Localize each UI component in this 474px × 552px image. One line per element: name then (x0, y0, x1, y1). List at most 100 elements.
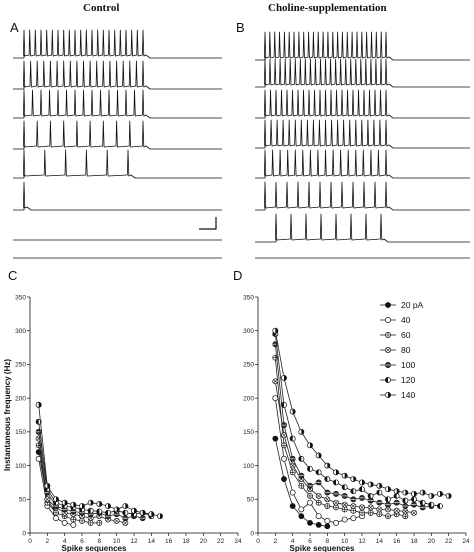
data-point (298, 455, 305, 462)
data-point (333, 479, 339, 486)
legend-marker (385, 377, 391, 383)
marker-half (56, 496, 59, 502)
data-point (105, 503, 111, 509)
marker-half (385, 377, 388, 383)
series-line-D-7 (274, 330, 449, 497)
marker-half (440, 491, 443, 497)
marker-half (376, 489, 380, 496)
trace-b-3 (255, 89, 470, 119)
trace-a-4 (13, 120, 222, 150)
trace-a-1 (13, 29, 222, 59)
data-point (139, 515, 146, 522)
data-point (289, 462, 296, 469)
y-tick-label: 300 (243, 328, 254, 335)
axes-C (29, 297, 238, 534)
y-tick-label: 350 (243, 294, 254, 301)
data-point (139, 509, 146, 516)
data-point (148, 511, 155, 518)
marker-half (420, 500, 423, 506)
x-tick-label: 0 (28, 538, 32, 545)
data-point (53, 509, 59, 516)
data-point (437, 490, 443, 497)
y-tick-label: 350 (15, 294, 26, 301)
data-point (298, 428, 305, 435)
data-point (122, 503, 129, 509)
marker-plus (298, 483, 304, 489)
marker-half (134, 508, 137, 514)
marker-half (353, 476, 356, 482)
data-point (359, 504, 365, 511)
marker-plus (385, 332, 391, 338)
data-point (79, 503, 85, 509)
legend-marker (385, 332, 391, 338)
marker-half (82, 503, 85, 509)
data-point (35, 401, 42, 408)
y-tick-label: 200 (15, 395, 26, 402)
x-tick-label: 2 (46, 538, 50, 545)
legend-label: 120 (401, 375, 415, 385)
y-tick-label: 0 (250, 530, 254, 537)
data-point (53, 515, 59, 522)
legend-marker (385, 347, 391, 353)
y-tick-label: 250 (243, 362, 254, 369)
marker-plus (324, 503, 330, 509)
marker-half (90, 500, 94, 506)
marker-half (125, 503, 128, 509)
data-point (376, 506, 383, 513)
marker-half (324, 476, 328, 482)
data-point (393, 499, 400, 506)
marker-half (405, 489, 408, 496)
marker-half (414, 491, 417, 497)
data-point (96, 519, 103, 526)
x-tick-label: 24 (462, 538, 470, 545)
marker-half (396, 488, 400, 494)
data-point (289, 455, 296, 462)
trace-b-1 (255, 31, 470, 61)
x-tick-label: 10 (113, 538, 121, 545)
data-point (324, 523, 331, 530)
x-axis-label: Spike sequences (290, 544, 355, 552)
data-point (105, 509, 111, 516)
marker-plus (402, 513, 408, 519)
y-tick-label: 0 (22, 530, 26, 537)
marker-plus (316, 500, 322, 506)
y-tick-label: 300 (15, 328, 26, 335)
data-point (53, 496, 59, 503)
data-point (131, 507, 137, 514)
x-tick-label: 8 (326, 538, 330, 545)
marker-half (318, 452, 322, 459)
data-point (298, 482, 305, 489)
marker-cross (45, 497, 50, 502)
marker-cross (273, 379, 278, 384)
x-tick-label: 14 (148, 538, 156, 545)
data-point (350, 476, 357, 483)
data-point (70, 521, 77, 528)
data-point (307, 519, 313, 526)
marker-cross (403, 509, 408, 514)
marker-half (88, 508, 91, 514)
marker-plus (359, 510, 365, 516)
data-point (44, 496, 51, 503)
marker-plus (290, 469, 296, 475)
marker-plus (376, 511, 382, 517)
data-point (272, 378, 279, 385)
marker-cross (333, 500, 339, 505)
marker-half (122, 510, 126, 516)
legend-label: 140 (401, 390, 415, 400)
marker-half (284, 375, 287, 381)
marker-half (350, 488, 354, 494)
data-point (79, 517, 85, 524)
data-point (393, 492, 400, 499)
marker-half (151, 511, 154, 517)
scale-bar (199, 217, 217, 230)
marker-half (47, 483, 50, 489)
marker-plus (333, 504, 339, 510)
data-point (315, 492, 322, 499)
data-point (419, 504, 426, 511)
y-tick-label: 100 (243, 463, 254, 470)
series-line-D-3 (274, 357, 406, 517)
data-point (324, 517, 331, 524)
marker-cross (88, 516, 93, 521)
